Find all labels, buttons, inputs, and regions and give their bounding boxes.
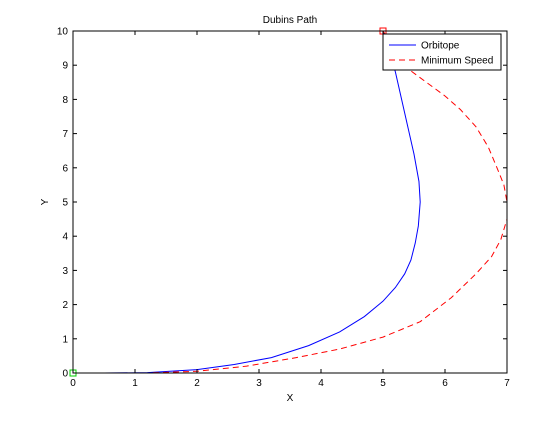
y-tick-label: 4 (62, 232, 68, 243)
x-tick-label: 1 (132, 378, 138, 389)
x-tick-label: 7 (504, 378, 510, 389)
y-axis-label: Y (40, 198, 51, 205)
y-tick-label: 7 (62, 129, 68, 140)
series-layer (73, 30, 508, 374)
legend-label-2: Minimum Speed (421, 56, 493, 67)
y-tick-label: 10 (57, 27, 69, 38)
x-tick-label: 2 (194, 378, 200, 389)
chart-title: Dubins Path (263, 15, 317, 26)
y-tick-label: 9 (62, 61, 68, 72)
legend-box (382, 33, 502, 71)
y-tick-label: 0 (62, 369, 68, 380)
legend: Orbitope Minimum Speed (382, 33, 502, 71)
plot-area (73, 31, 507, 373)
x-tick-label: 5 (380, 378, 386, 389)
x-tick-label: 4 (318, 378, 324, 389)
y-tick-label: 2 (62, 300, 68, 311)
y-tick-label: 5 (62, 198, 68, 209)
y-tick-label: 6 (62, 163, 68, 174)
y-tick-label: 1 (62, 334, 68, 345)
x-tick-label: 0 (70, 378, 76, 389)
series-line-2 (73, 30, 508, 374)
x-tick-label: 6 (442, 378, 448, 389)
y-tick-label: 3 (62, 266, 68, 277)
y-tick-label: 8 (62, 95, 68, 106)
ticks-layer: 0 1 2 3 4 5 6 7 0 1 2 3 4 5 6 7 8 9 10 (57, 27, 510, 390)
legend-label-1: Orbitope (421, 41, 460, 52)
x-axis-label: X (287, 393, 294, 404)
plot-background (73, 31, 507, 373)
series-line-1 (73, 30, 421, 374)
x-tick-label: 3 (256, 378, 262, 389)
